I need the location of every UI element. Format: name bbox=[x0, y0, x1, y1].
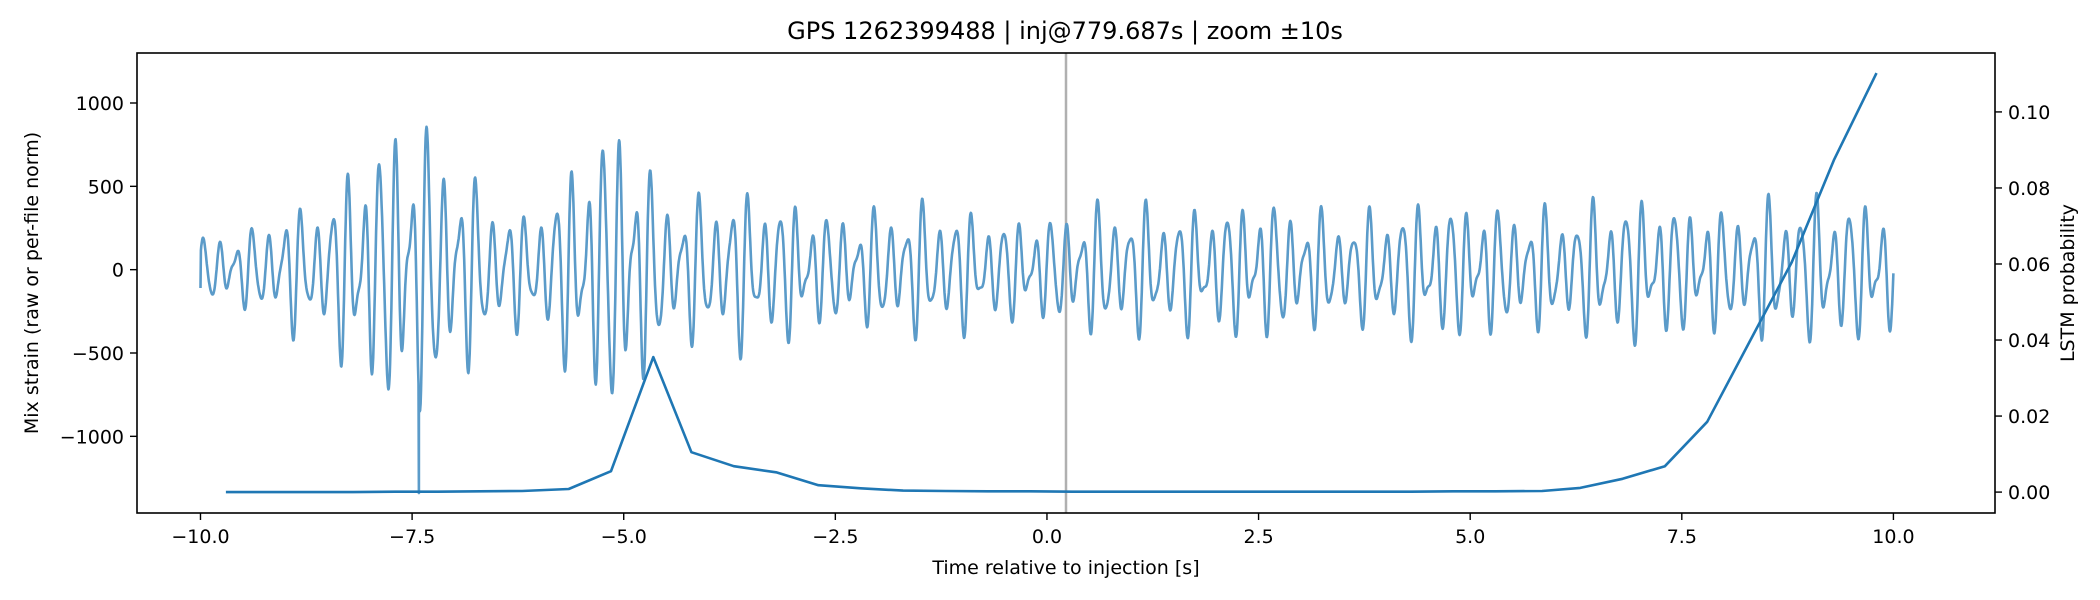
y-axis-left: −1000 −500 0 500 1000 bbox=[60, 93, 137, 448]
x-tick-label: 10.0 bbox=[1872, 526, 1914, 548]
y-tick-label: −500 bbox=[72, 343, 124, 365]
y-tick-label: 1000 bbox=[76, 93, 124, 115]
y2-tick-label: 0.02 bbox=[2008, 406, 2050, 428]
y-axis-label: Mix strain (raw or per-file norm) bbox=[21, 132, 43, 434]
x-axis-label: Time relative to injection [s] bbox=[931, 557, 1199, 579]
x-tick-label: 0.0 bbox=[1032, 526, 1062, 548]
lstm-probability-points bbox=[226, 73, 1877, 492]
lstm-probability-series-line bbox=[225, 72, 1878, 494]
strain-series-line bbox=[199, 125, 1895, 495]
x-axis: −10.0 −7.5 −5.0 −2.5 0.0 2.5 5.0 7.5 10.0 bbox=[171, 513, 1915, 548]
chart-title: GPS 1262399488 | inj@779.687s | zoom ±10… bbox=[787, 17, 1343, 45]
y-axis-right: 0.00 0.02 0.04 0.06 0.08 0.10 bbox=[1995, 102, 2050, 504]
y-tick-label: −1000 bbox=[60, 426, 124, 448]
x-tick-label: 7.5 bbox=[1667, 526, 1697, 548]
y2-tick-label: 0.08 bbox=[2008, 178, 2050, 200]
y-tick-label: 0 bbox=[112, 260, 124, 282]
x-tick-label: −10.0 bbox=[171, 526, 229, 548]
y-tick-label: 500 bbox=[88, 176, 124, 198]
x-tick-label: 5.0 bbox=[1455, 526, 1485, 548]
y2-axis-label: LSTM probability bbox=[2057, 204, 2079, 362]
y2-tick-label: 0.06 bbox=[2008, 254, 2050, 276]
y2-tick-label: 0.10 bbox=[2008, 102, 2050, 124]
x-tick-label: −7.5 bbox=[389, 526, 435, 548]
x-tick-label: 2.5 bbox=[1243, 526, 1273, 548]
x-tick-label: −5.0 bbox=[601, 526, 647, 548]
x-tick-label: −2.5 bbox=[812, 526, 858, 548]
y2-tick-label: 0.00 bbox=[2008, 482, 2050, 504]
y2-tick-label: 0.04 bbox=[2008, 330, 2050, 352]
plot-frame bbox=[136, 52, 1996, 514]
